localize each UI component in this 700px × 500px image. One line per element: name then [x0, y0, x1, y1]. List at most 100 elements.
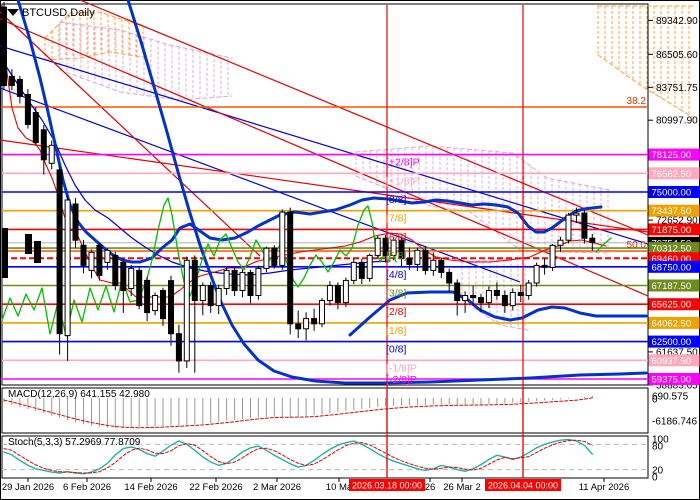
candle-body: [191, 259, 198, 301]
candle-body: [24, 94, 31, 125]
candle-body: [326, 285, 333, 301]
candle-body: [493, 290, 500, 296]
event-date-badge: [349, 479, 425, 491]
murrey-label: [7/8]: [386, 213, 407, 225]
price-badge-label: 60937.50: [652, 356, 692, 367]
candle-body: [64, 199, 71, 337]
price-tick-label: 80997.90: [656, 116, 698, 127]
price-badge-label: 76562.50: [652, 169, 692, 180]
candle-body: [175, 333, 182, 362]
candle-body: [136, 269, 143, 307]
time-tick-label: 10 Ma: [326, 482, 353, 493]
stoch-pane: [1, 435, 649, 479]
price-tick-label: 72652.90: [656, 216, 698, 227]
macd-pane: [1, 387, 649, 434]
candle-body: [16, 78, 23, 97]
candle-body: [414, 249, 421, 265]
murrey-label: [-1/8]P: [386, 362, 417, 374]
trendline-1: [0, 87, 521, 283]
candle-body: [334, 285, 341, 304]
murrey-label: [+2/8]P: [386, 157, 420, 169]
candle-body: [478, 297, 484, 304]
price-badge: [648, 279, 700, 292]
candle-body: [398, 239, 405, 259]
candle-body: [295, 323, 302, 330]
price-tick-label: 58883.65: [656, 380, 698, 391]
candle-body: [350, 261, 357, 281]
trendline-5: [0, 11, 261, 257]
candle-body: [319, 300, 325, 325]
green-indicator-line: [1, 197, 397, 337]
candle-body: [207, 285, 214, 307]
candle-body: [112, 254, 119, 286]
price-badge: [648, 252, 700, 265]
candle-body: [128, 267, 135, 289]
time-tick-label: 29 Jan 2026: [2, 482, 54, 493]
chart-symbol-title[interactable]: BTCUSD,Daily: [22, 7, 95, 19]
cloud-top-left-thistle-bottom-boundary: [59, 69, 233, 101]
price-badge: [648, 316, 700, 329]
stoch-signal-line: [3, 439, 593, 474]
price-badge-label: 64062.50: [652, 318, 692, 329]
stoch-indicator-label: Stoch(5,3,3) 57.2969 77.8709: [8, 437, 141, 448]
price-badge-label: 69460.00: [652, 254, 692, 265]
price-badge-label: 67187.50: [652, 281, 692, 292]
trendline-3: [79, 0, 649, 236]
thick-ma-slow: [126, 0, 648, 385]
price-badge-label: 59375.00: [652, 375, 692, 386]
time-tick-label: 26: [425, 482, 436, 493]
artifact-mark: [2, 228, 8, 278]
thick-ma-mid: [348, 290, 648, 337]
stoch-main-line: [3, 438, 593, 475]
candle-body: [382, 237, 389, 256]
candle-body: [565, 214, 572, 241]
macd-signal-line: [3, 397, 593, 429]
price-badge: [648, 242, 700, 255]
trendline-2: [0, 18, 649, 297]
artifact-mark: [34, 241, 41, 263]
candle-body: [390, 239, 397, 256]
candle-body: [32, 112, 39, 144]
price-badge: [648, 373, 700, 385]
fib-label: 50.0: [627, 240, 647, 251]
stoch-axis-label: 0: [652, 473, 658, 484]
price-badge: [648, 335, 700, 348]
price-tick-label: 89342.90: [656, 16, 698, 27]
cloud-low-thistle-bottom-boundary: [461, 299, 529, 331]
candle-body: [271, 247, 278, 266]
cloud-top-left-orange-top-boundary: [44, 11, 149, 39]
price-badge: [648, 148, 700, 161]
cloud-mid-thistle-top-boundary: [355, 145, 611, 191]
candle-body: [183, 259, 190, 362]
cloud-top-left-orange-bottom-boundary: [44, 51, 149, 61]
murrey-label: [1/8]: [386, 325, 407, 337]
murrey-label: [5/8]: [386, 250, 407, 262]
thick-ma-fast: [16, 0, 603, 264]
price-badge-label: 71875.00: [652, 225, 692, 236]
price-tick-label: 83751.75: [656, 83, 698, 94]
candle-body: [80, 244, 87, 266]
candle-body: [557, 239, 564, 246]
price-badge: [648, 204, 700, 217]
candle-body: [462, 295, 469, 301]
candle-body: [470, 295, 477, 299]
price-badge: [648, 186, 700, 198]
candle-body: [72, 203, 79, 241]
candle-body: [8, 75, 15, 87]
price-badge: [648, 223, 700, 236]
candle-body: [446, 271, 453, 284]
candle-body: [263, 247, 270, 269]
candle-body: [120, 261, 127, 291]
cloud-top-right-orange-bottom-boundary: [597, 54, 695, 119]
candle-body: [239, 271, 246, 291]
candle-body: [303, 318, 310, 330]
time-tick-label: 14 Feb 2026: [124, 482, 177, 493]
candle-body: [223, 269, 230, 289]
murrey-label: [2/8]: [386, 306, 407, 318]
candle-body: [279, 211, 286, 266]
candle-body: [1, 6, 7, 87]
chart-menu-dropdown-icon[interactable]: [7, 9, 19, 16]
candle-body: [56, 169, 63, 335]
candle-body: [342, 279, 349, 304]
